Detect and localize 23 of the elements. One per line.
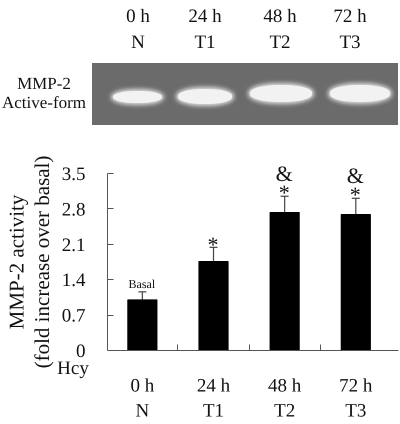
y-tick-label: 3.5 [62,164,86,185]
annotation: * [206,232,220,256]
y-tick-label: 2.8 [62,199,86,220]
bar [340,214,371,350]
x-tick-label: 72 h T3 [339,376,373,422]
y-tick-label: 0.7 [62,306,86,327]
text: MMP-2 Active-form [0,74,88,112]
y-axis-title: MMP-2 activity (fold increase over basal) [4,156,54,368]
category-label: 24 h T1 [188,6,222,53]
bar [127,299,158,350]
category-label: 72 h T3 [333,6,367,53]
annotation: & * [274,161,294,206]
y-tick-label: 2.1 [62,234,86,256]
x-tick-label: 24 h T1 [196,376,231,422]
bar [270,212,300,350]
y-tick-label: 1.4 [62,270,86,292]
annotation: Basal [128,277,156,291]
x-tick-label: 0 h N [130,376,155,422]
bar [198,260,229,350]
category-label: 0 h N [126,6,150,53]
annotation: & * [346,163,365,208]
category-label: 48 h T2 [263,6,297,53]
x-tick-label: 48 h T2 [268,376,302,422]
